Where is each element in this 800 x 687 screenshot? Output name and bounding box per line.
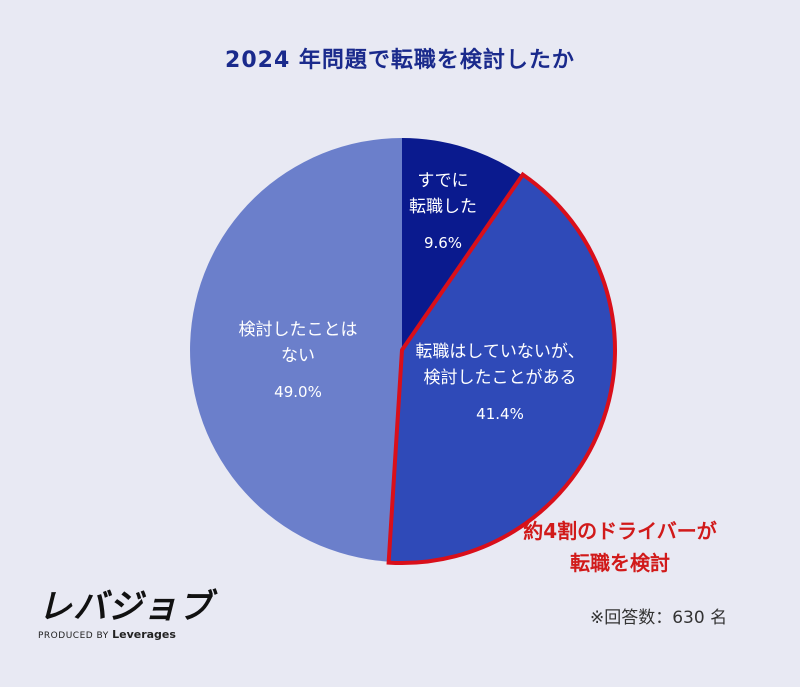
logo-wordmark: レバジョブ [38,587,213,627]
pie-slice-2 [388,175,614,562]
callout-line-1: 約4割のドライバーが [523,519,717,543]
pie-slice-3 [190,138,402,562]
slice-2-percent: 41.4% [476,405,524,423]
slice-1-label-line-1: すでに [417,171,468,191]
highlight-outline [386,171,617,565]
highlight-callout: 約4割のドライバーが 転職を検討 [500,515,740,579]
logo-brand: Leverages [112,628,176,641]
chart-title: 2024 年問題で転職を検討したか [225,48,575,73]
slice-2-label-line-2: 検討したことがある [424,368,577,388]
logo-produced-by: PRODUCED BY [38,631,109,641]
leverages-logo: レバジョブ PRODUCED BY Leverages [38,588,213,641]
slice-1-label-line-2: 転職した [409,197,477,217]
slice-3-label-line-1: 検討したことは [239,320,358,340]
pie-slice-1 [402,138,523,350]
slice-3-percent: 49.0% [274,383,322,401]
logo-tagline: PRODUCED BY Leverages [38,628,213,641]
response-count-note: ※回答数：630 名 [590,608,728,628]
callout-line-2: 転職を検討 [570,551,670,575]
slice-2-label-line-1: 転職はしていないが、 [415,342,584,362]
slice-1-percent: 9.6% [424,234,462,252]
slice-3-label-line-2: ない [281,346,315,366]
